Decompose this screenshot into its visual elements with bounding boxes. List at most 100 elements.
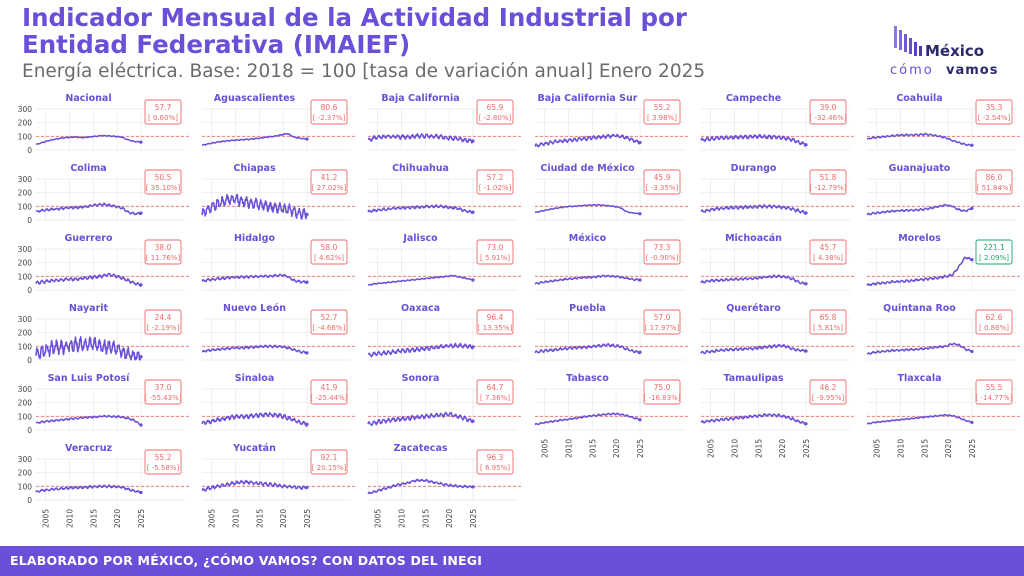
value-label: 221.1 bbox=[983, 243, 1005, 252]
series-line bbox=[700, 343, 807, 355]
end-point bbox=[970, 420, 974, 425]
end-point bbox=[471, 139, 475, 143]
x-tick-label: 2015 bbox=[920, 439, 929, 458]
panel-title: Michoacán bbox=[725, 233, 782, 244]
change-label: [ -2.19%] bbox=[147, 324, 180, 332]
change-label: [ -2.37%] bbox=[313, 114, 346, 122]
panel-tabasco: Tabasco 75.0 [ -16.83%] 2005 2010 2015 2020 202… bbox=[534, 373, 688, 458]
y-tick-label: 200 bbox=[18, 259, 33, 268]
panel-plot: 73.3 [ -0.90%] bbox=[534, 239, 688, 291]
end-point bbox=[471, 345, 475, 349]
y-tick-label: 100 bbox=[18, 272, 33, 281]
panel-plot: 58.0 [ 4.62%] bbox=[201, 239, 355, 291]
end-point bbox=[970, 258, 974, 262]
page-subtitle: Energía eléctrica. Base: 2018 = 100 [tas… bbox=[22, 61, 706, 82]
end-point bbox=[139, 283, 143, 287]
value-label: 35.3 bbox=[986, 103, 1003, 112]
panel-campeche: Campeche 39.0 [ -32.46%] bbox=[700, 93, 854, 151]
panel-sinaloa: Sinaloa 41.9 [ -25.44%] bbox=[201, 373, 355, 431]
panel-hidalgo: Hidalgo 58.0 [ 4.62%] bbox=[201, 233, 355, 291]
x-tick-label: 2020 bbox=[778, 439, 787, 458]
x-tick-label: 2015 bbox=[754, 439, 763, 458]
y-tick-label: 300 bbox=[18, 455, 33, 464]
y-tick-label: 0 bbox=[27, 146, 32, 155]
value-label: 57.7 bbox=[155, 103, 172, 112]
value-label-box bbox=[144, 309, 182, 335]
panel-title: Quintana Roo bbox=[883, 303, 956, 314]
value-label-box bbox=[310, 99, 348, 125]
end-point bbox=[638, 140, 642, 145]
change-label: [ 4.38%] bbox=[813, 254, 843, 262]
value-label: 55.2 bbox=[654, 103, 671, 112]
x-tick-label: 2005 bbox=[541, 439, 550, 458]
value-label-box bbox=[310, 239, 348, 265]
end-point bbox=[638, 212, 642, 216]
panel-title: Zacatecas bbox=[393, 443, 447, 454]
panel-plot: 52.7 [ -4.66%] bbox=[201, 309, 355, 361]
series-line bbox=[367, 478, 474, 495]
panel-plot: 96.3 [ 6.95%] 2005 2010 2015 2020 2025 bbox=[367, 449, 521, 528]
x-tick-label: 2020 bbox=[612, 439, 621, 458]
panel-plot: 0 100 200 300 55.2 [ -5.58%] 2005 2010 2015 2020 2… bbox=[18, 449, 189, 528]
panel-jalisco: Jalisco 73.0 [ 5.91%] bbox=[367, 233, 521, 291]
change-label: [ -14.77%] bbox=[976, 394, 1013, 402]
value-label: 75.0 bbox=[654, 383, 671, 392]
value-label-box bbox=[476, 99, 514, 125]
end-point bbox=[638, 350, 642, 354]
value-label: 38.0 bbox=[155, 243, 172, 252]
y-tick-label: 100 bbox=[18, 342, 33, 351]
change-label: [ -4.66%] bbox=[313, 324, 346, 332]
end-point bbox=[804, 349, 808, 353]
panel-baja-california-sur: Baja California Sur 55.2 [ 3.98%] bbox=[534, 93, 688, 151]
series-line bbox=[35, 484, 142, 494]
value-label: 58.0 bbox=[321, 243, 338, 252]
value-label: 50.5 bbox=[155, 173, 172, 182]
end-point bbox=[471, 419, 475, 423]
series-line bbox=[201, 132, 308, 146]
change-label: [ -55.43%] bbox=[145, 394, 182, 402]
panel-title: Baja California bbox=[381, 93, 459, 104]
series-line bbox=[35, 272, 142, 287]
panel-title: Oaxaca bbox=[401, 303, 440, 314]
panel-colima: Colima 0 100 200 300 50.5 [ 35.10%] bbox=[18, 163, 189, 225]
value-label-box bbox=[310, 309, 348, 335]
y-tick-label: 200 bbox=[18, 469, 33, 478]
value-label-box bbox=[975, 379, 1013, 405]
value-label-box bbox=[643, 169, 681, 195]
x-tick-label: 2020 bbox=[113, 509, 122, 528]
series-line bbox=[367, 204, 474, 214]
series-line bbox=[866, 203, 973, 216]
logo-bars-icon bbox=[894, 26, 922, 56]
end-point bbox=[139, 490, 143, 495]
value-label: 46.2 bbox=[820, 383, 837, 392]
value-label: 24.4 bbox=[155, 313, 172, 322]
x-tick-label: 2015 bbox=[421, 509, 430, 528]
series-line bbox=[534, 133, 641, 148]
y-tick-label: 100 bbox=[18, 482, 33, 491]
x-tick-label: 2010 bbox=[896, 439, 905, 458]
panel-title: Querétaro bbox=[726, 303, 781, 314]
value-label-box bbox=[975, 309, 1013, 335]
y-tick-label: 300 bbox=[18, 105, 33, 114]
value-label: 65.9 bbox=[487, 103, 504, 112]
y-tick-label: 100 bbox=[18, 412, 33, 421]
panel-guerrero: Guerrero 0 100 200 300 38.0 [ 11.76%] bbox=[18, 233, 189, 295]
end-point bbox=[139, 355, 143, 359]
end-point bbox=[139, 211, 143, 215]
panel-plot: 96.4 [ 13.35%] bbox=[367, 309, 521, 361]
panel-zacatecas: Zacatecas 96.3 [ 6.95%] 2005 2010 2015 2020 202… bbox=[367, 443, 521, 528]
value-label-box bbox=[975, 169, 1013, 195]
series-line bbox=[700, 204, 807, 215]
panel-title: Tlaxcala bbox=[898, 373, 942, 384]
panel-title: Aguascalientes bbox=[214, 93, 296, 104]
change-label: [ 7.36%] bbox=[480, 394, 510, 402]
panel-plot: 35.3 [ -2.54%] bbox=[866, 99, 1020, 151]
panel-title: Sinaloa bbox=[235, 373, 274, 384]
panel-title: Guerrero bbox=[64, 233, 113, 244]
change-label: [ -2.54%] bbox=[978, 114, 1011, 122]
panel-title: San Luis Potosí bbox=[48, 373, 131, 384]
panel-title: Guanajuato bbox=[889, 163, 951, 174]
panel-plot: 0 100 200 300 24.4 [ -2.19%] bbox=[18, 309, 189, 365]
value-label: 41.9 bbox=[321, 383, 338, 392]
series-line bbox=[534, 274, 641, 285]
